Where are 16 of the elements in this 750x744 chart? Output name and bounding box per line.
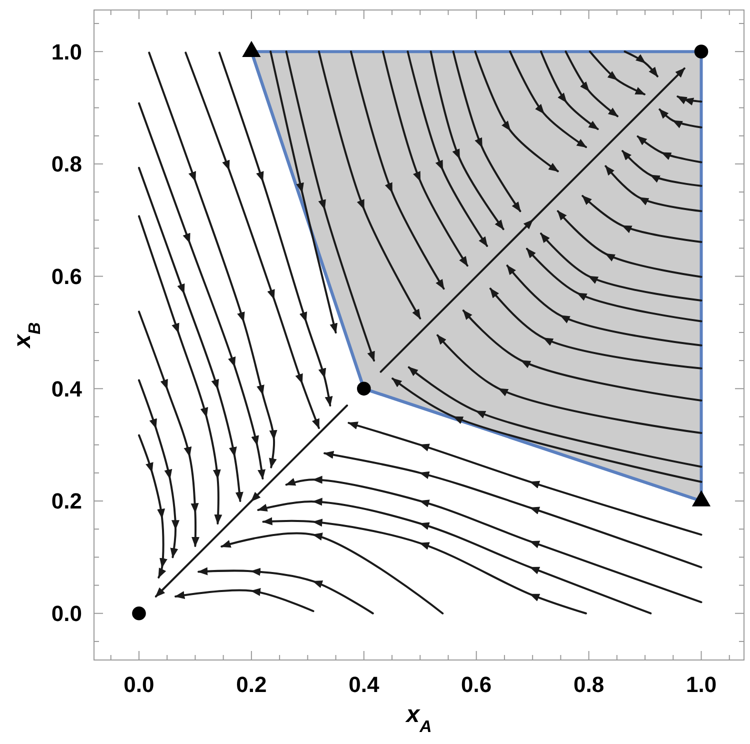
x-axis-title: x$_{A}$ <box>404 701 432 736</box>
point <box>356 382 371 396</box>
y-tick-label: 0.2 <box>51 488 82 514</box>
y-tick-label: 0.8 <box>51 152 82 177</box>
x-tick-label: 0.8 <box>574 672 604 697</box>
y-tick-label: 0.6 <box>51 264 82 289</box>
point <box>132 606 146 620</box>
x-tick-label: 0.4 <box>348 672 380 697</box>
y-tick-label: 1.0 <box>51 39 82 64</box>
x-tick-label: 0.0 <box>124 672 154 697</box>
x-tick-label: 0.2 <box>236 672 267 697</box>
y-tick-label: 0.0 <box>51 601 82 626</box>
y-tick-label: 0.4 <box>51 376 83 402</box>
x-tick-label: 1.0 <box>686 672 717 697</box>
point <box>694 44 708 58</box>
x-tick-label: 0.6 <box>461 672 492 697</box>
